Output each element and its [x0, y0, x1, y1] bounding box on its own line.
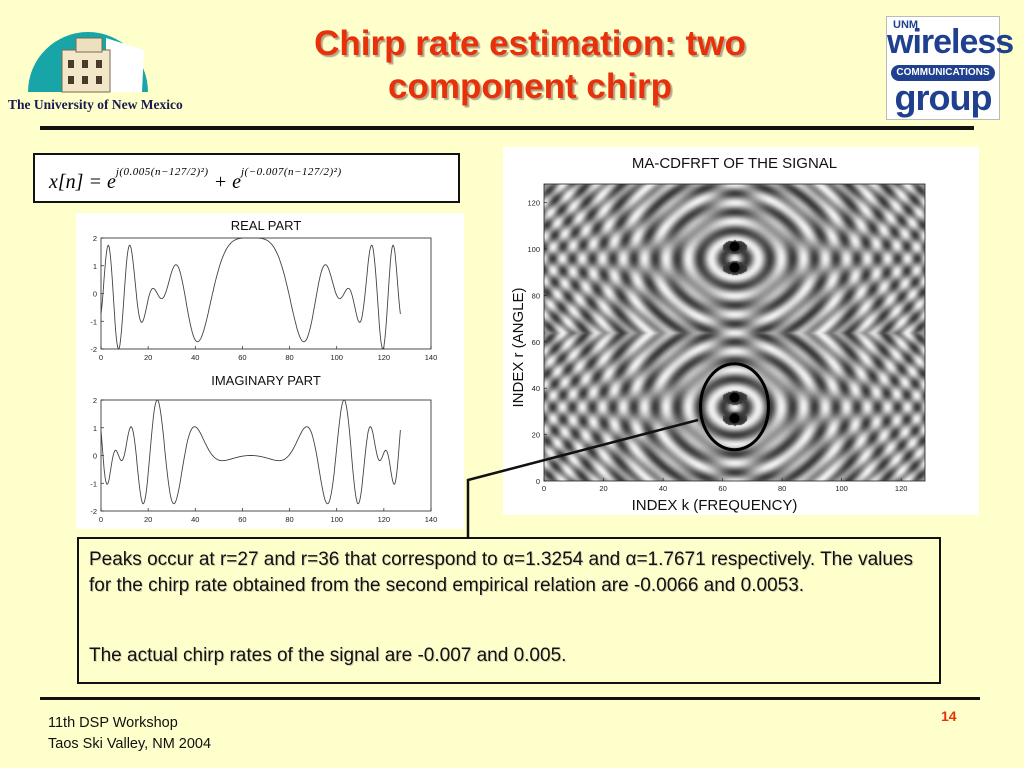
heatmap-peak [729, 413, 740, 424]
x-tick-label: 0 [99, 515, 103, 524]
footer-rule [40, 697, 980, 700]
equation-exponent-2: j(−0.007(n−127/2)²) [240, 166, 342, 178]
y-tick-label: 1 [93, 262, 97, 271]
logo-word-wireless: wireless [887, 23, 1014, 61]
x-tick-label: 0 [99, 353, 103, 362]
heatmap-peak [729, 241, 740, 252]
y-tick-label: 60 [532, 338, 540, 347]
signal-line [100, 399, 401, 505]
title-line-2: component chirp [388, 67, 672, 106]
heatmap-peak [729, 392, 740, 403]
equation: x[n] = ej(0.005(n−127/2)²) + ej(−0.007(n… [49, 166, 342, 194]
cdfrft-plot-svg: MA-CDFRFT OF THE SIGNAL 0 20 40 60 80 100 120 0 2… [510, 155, 926, 514]
signal-plots: REAL PART 0 20 40 60 80 100 120 140 -2 -1 0 1 2 IMAGIN… [76, 213, 464, 529]
x-tick-label: 100 [330, 515, 343, 524]
x-tick-label: 40 [191, 515, 199, 524]
x-tick-label: 60 [238, 353, 246, 362]
cdfrft-heatmap-image [544, 184, 925, 481]
logo-tag: UNM [893, 19, 919, 31]
y-tick-label: -2 [90, 507, 97, 516]
x-tick-label: 80 [285, 353, 293, 362]
y-tick-label: 80 [532, 291, 540, 300]
heatmap-peak [729, 262, 740, 273]
y-tick-label: -1 [90, 479, 97, 488]
wireless-group-logo: UNM wireless COMMUNICATIONS group [886, 16, 1014, 120]
y-tick-label: -1 [90, 317, 97, 326]
plot-title: REAL PART [231, 218, 302, 233]
x-tick-label: 40 [191, 353, 199, 362]
equation-exponent-1: j(0.005(n−127/2)²) [115, 166, 209, 178]
logo-word-group: group [894, 77, 993, 118]
x-tick-label: 20 [144, 353, 152, 362]
x-tick-label: 100 [330, 353, 343, 362]
slide-title: Chirp rate estimation: two component chi… [230, 22, 830, 108]
equation-box: x[n] = ej(0.005(n−127/2)²) + ej(−0.007(n… [33, 153, 460, 203]
university-logo-text: The University of New Mexico [8, 97, 183, 112]
x-tick-label: 80 [285, 515, 293, 524]
x-tick-label: 120 [895, 484, 908, 493]
y-tick-label: 2 [93, 234, 97, 243]
x-tick-label: 40 [659, 484, 667, 493]
x-tick-label: 120 [378, 353, 391, 362]
equation-lhs: x[n] = e [49, 171, 116, 193]
equation-plus-term: + e [213, 171, 241, 193]
y-tick-label: -2 [90, 345, 97, 354]
x-tick-label: 120 [378, 515, 391, 524]
y-tick-label: 120 [527, 199, 540, 208]
y-tick-label: 0 [93, 290, 97, 299]
university-logo [6, 20, 178, 126]
plot-title: IMAGINARY PART [211, 373, 321, 388]
cdfrft-plot: MA-CDFRFT OF THE SIGNAL 0 20 40 60 80 100 120 0 2… [503, 147, 979, 515]
y-tick-label: 2 [93, 396, 97, 405]
y-tick-label: 1 [93, 424, 97, 433]
signal-line [100, 237, 401, 350]
footer-location: Taos Ski Valley, NM 2004 [48, 736, 212, 752]
heatmap-title: MA-CDFRFT OF THE SIGNAL [632, 155, 837, 172]
x-tick-label: 20 [599, 484, 607, 493]
y-tick-label: 40 [532, 384, 540, 393]
x-tick-label: 0 [542, 484, 546, 493]
explanation-paragraph-1: Peaks occur at r=27 and r=36 that corres… [89, 549, 914, 596]
real-part-plot: REAL PART 0 20 40 60 80 100 120 140 -2 -1 0 1 2 [90, 218, 437, 362]
x-tick-label: 80 [778, 484, 786, 493]
y-tick-label: 0 [536, 477, 540, 486]
x-tick-label: 60 [718, 484, 726, 493]
x-tick-label: 140 [425, 353, 438, 362]
header-rule [40, 126, 974, 130]
page-number: 14 [941, 708, 957, 724]
x-tick-label: 100 [835, 484, 848, 493]
x-tick-label: 20 [144, 515, 152, 524]
title-line-1: Chirp rate estimation: two [314, 24, 746, 63]
imaginary-part-plot: IMAGINARY PART 0 20 40 60 80 100 120 140 -2 -1 0 1 2 [90, 373, 437, 524]
y-tick-label: 20 [532, 431, 540, 440]
heatmap-frame [543, 183, 926, 482]
peak-highlight-circle [699, 362, 770, 452]
y-tick-label: 100 [527, 245, 540, 254]
y-tick-label: 0 [93, 452, 97, 461]
heatmap-ylabel: INDEX r (ANGLE) [510, 287, 527, 407]
x-tick-label: 140 [425, 515, 438, 524]
explanation-box: Peaks occur at r=27 and r=36 that corres… [77, 537, 941, 684]
logo-word-communications: COMMUNICATIONS [896, 67, 990, 78]
explanation-paragraph-2: The actual chirp rates of the signal are… [89, 645, 567, 666]
x-tick-label: 60 [238, 515, 246, 524]
footer-event: 11th DSP Workshop [48, 715, 178, 731]
heatmap-xlabel: INDEX k (FREQUENCY) [632, 497, 798, 514]
